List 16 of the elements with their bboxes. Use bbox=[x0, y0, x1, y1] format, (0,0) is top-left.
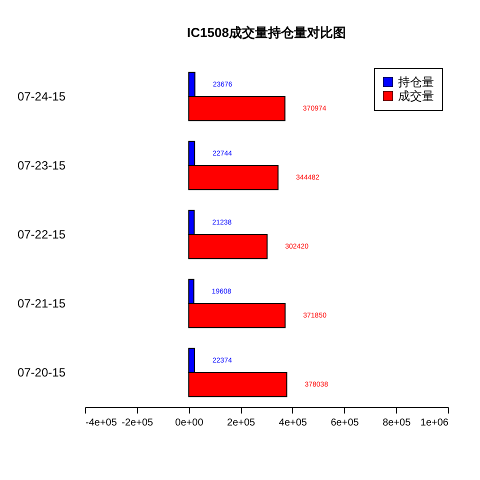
legend-label: 持仓量 bbox=[398, 75, 434, 89]
x-tick-label: 1e+06 bbox=[420, 418, 449, 428]
y-tick-label: 07-21-15 bbox=[17, 296, 66, 310]
x-tick-label: 4e+05 bbox=[278, 418, 308, 428]
x-tick-label: -2e+05 bbox=[122, 418, 154, 428]
y-tick-label: 07-24-15 bbox=[17, 90, 66, 104]
y-tick-label: 07-20-15 bbox=[17, 366, 66, 380]
x-tick-label: 2e+05 bbox=[227, 418, 256, 428]
legend-label: 成交量 bbox=[398, 89, 434, 103]
chart-title: IC1508成交量持仓量对比图 bbox=[187, 25, 346, 40]
x-tick-label: 0e+00 bbox=[175, 418, 204, 428]
y-tick-label: 07-22-15 bbox=[17, 228, 66, 242]
x-tick-label: 6e+05 bbox=[330, 418, 360, 428]
y-tick-label: 07-23-15 bbox=[17, 158, 66, 172]
x-tick-label: -4e+05 bbox=[86, 418, 118, 428]
x-tick-label: 8e+05 bbox=[382, 418, 412, 428]
